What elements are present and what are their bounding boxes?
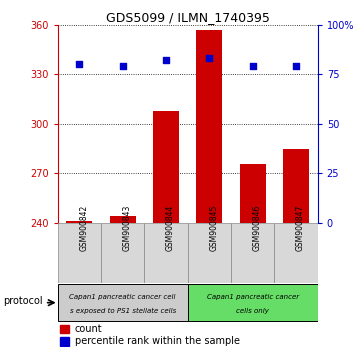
Point xyxy=(250,64,256,69)
Bar xyxy=(110,216,136,223)
Text: GSM900843: GSM900843 xyxy=(123,205,132,251)
Text: GSM900846: GSM900846 xyxy=(253,205,262,251)
Point xyxy=(120,64,126,69)
Text: cells only: cells only xyxy=(236,308,269,314)
Bar xyxy=(240,164,266,223)
Text: GSM900845: GSM900845 xyxy=(209,205,218,251)
FancyBboxPatch shape xyxy=(188,223,231,283)
Bar xyxy=(153,111,179,223)
Point xyxy=(293,64,299,69)
Bar xyxy=(60,325,69,333)
Text: GSM900847: GSM900847 xyxy=(296,205,305,251)
Point xyxy=(206,56,212,61)
Text: count: count xyxy=(75,324,102,334)
Text: protocol: protocol xyxy=(4,296,43,306)
Bar xyxy=(60,337,69,346)
Text: Capan1 pancreatic cancer: Capan1 pancreatic cancer xyxy=(206,294,299,300)
Bar xyxy=(196,30,222,223)
FancyBboxPatch shape xyxy=(101,223,144,283)
Bar xyxy=(283,149,309,223)
Bar xyxy=(66,221,92,223)
Point xyxy=(163,58,169,63)
FancyBboxPatch shape xyxy=(144,223,188,283)
FancyBboxPatch shape xyxy=(58,223,101,283)
Text: s exposed to PS1 stellate cells: s exposed to PS1 stellate cells xyxy=(70,308,176,314)
Point xyxy=(77,62,82,67)
Text: GSM900844: GSM900844 xyxy=(166,205,175,251)
Text: Capan1 pancreatic cancer cell: Capan1 pancreatic cancer cell xyxy=(69,294,176,300)
FancyBboxPatch shape xyxy=(188,284,318,321)
FancyBboxPatch shape xyxy=(274,223,318,283)
Text: percentile rank within the sample: percentile rank within the sample xyxy=(75,336,240,347)
Title: GDS5099 / ILMN_1740395: GDS5099 / ILMN_1740395 xyxy=(106,11,270,24)
Text: GSM900842: GSM900842 xyxy=(79,205,88,251)
FancyBboxPatch shape xyxy=(231,223,274,283)
FancyBboxPatch shape xyxy=(58,284,188,321)
